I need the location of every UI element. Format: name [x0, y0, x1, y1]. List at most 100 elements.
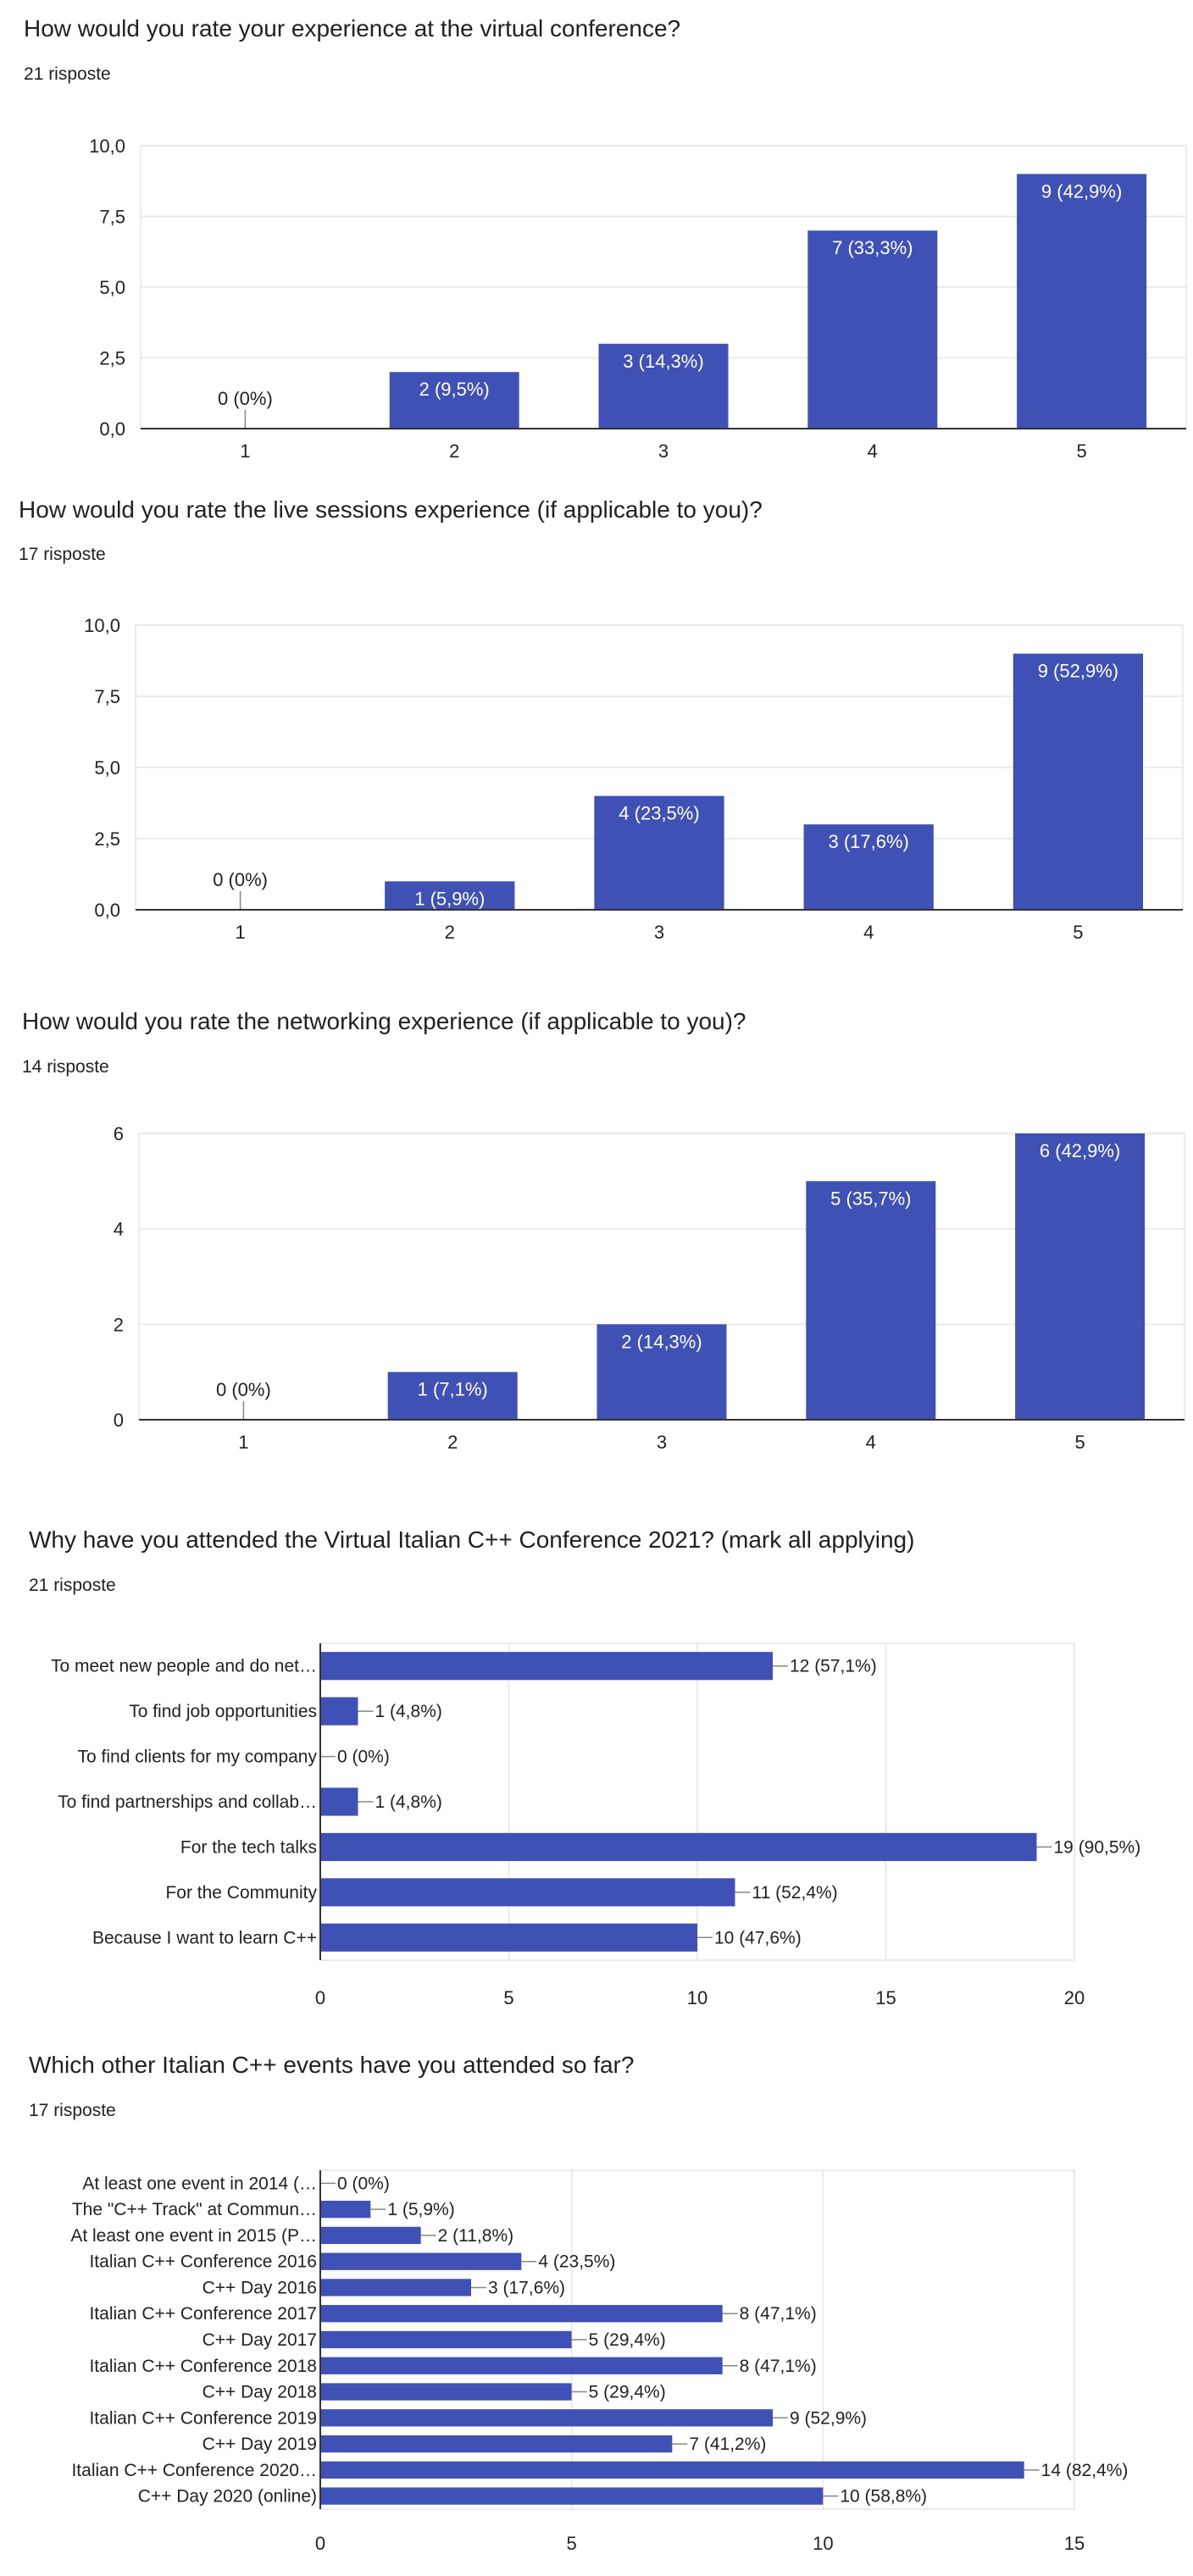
- category-label: Italian C++ Conference 2016: [89, 2252, 317, 2272]
- bar: [596, 1324, 727, 1420]
- bar-chart: 0 2 4 6 0 (0%) 1 1 (7,1%) 2 2 (14,3%) 3 5 (35,7%) 4…: [114, 1123, 1185, 1453]
- x-tick-label: 0: [315, 2533, 325, 2554]
- bar: [320, 1878, 735, 1907]
- data-label: 4 (23,5%): [619, 803, 699, 824]
- category-label: Italian C++ Conference 2020…: [71, 2461, 317, 2480]
- bar: [387, 1371, 518, 1420]
- bar: [320, 2409, 773, 2427]
- y-tick-label: 4: [114, 1219, 124, 1240]
- data-label: 5 (35,7%): [830, 1188, 911, 1209]
- question-title: How would you rate the live sessions exp…: [19, 496, 763, 523]
- x-tick-label: 4: [868, 440, 878, 462]
- x-tick-label: 1: [240, 440, 250, 462]
- bar-chart: 0 5 10 15 20 To meet new people and do net… 12…: [51, 1643, 1141, 2008]
- bar: [1017, 174, 1147, 429]
- bar-chart: 0,0 2,5 5,0 7,5 10,0 0 (0%) 1 1 (5,9%) 2 4 (23,5%…: [84, 615, 1184, 943]
- bar: [320, 1923, 697, 1952]
- bar: [320, 2226, 421, 2245]
- category-label: For the Community: [165, 1883, 317, 1903]
- x-tick-label: 10: [687, 1987, 707, 2008]
- y-tick-label: 2,5: [99, 348, 125, 369]
- y-tick-label: 7,5: [99, 207, 125, 228]
- x-tick-label: 5: [1076, 440, 1086, 462]
- bar: [320, 1697, 358, 1726]
- data-label: 2 (11,8%): [438, 2226, 514, 2246]
- data-label: 10 (58,8%): [840, 2487, 927, 2507]
- category-label: C++ Day 2016: [203, 2278, 317, 2297]
- y-tick-label: 0: [114, 1410, 124, 1431]
- bar: [320, 2435, 673, 2453]
- data-label: 1 (7,1%): [418, 1379, 488, 1400]
- category-label: Italian C++ Conference 2017: [89, 2304, 317, 2324]
- category-label: Because I want to learn C++: [92, 1928, 317, 1947]
- category-label: To meet new people and do net…: [51, 1657, 317, 1676]
- data-label: 7 (41,2%): [689, 2435, 766, 2454]
- x-tick-label: 1: [238, 1432, 248, 1453]
- category-label: At least one event in 2015 (P…: [70, 2226, 317, 2246]
- bar: [320, 2383, 572, 2401]
- x-tick-label: 0: [315, 1987, 325, 2008]
- data-label: 19 (90,5%): [1054, 1837, 1141, 1857]
- y-tick-label: 2,5: [94, 828, 120, 850]
- y-tick-label: 7,5: [94, 686, 120, 707]
- data-label: 7 (33,3%): [832, 237, 913, 258]
- response-count: 14 risposte: [22, 1057, 109, 1077]
- bar: [320, 2201, 371, 2219]
- bar: [320, 1652, 773, 1681]
- bar: [806, 1181, 936, 1420]
- category-label: The "C++ Track" at Commun…: [72, 2200, 317, 2219]
- x-tick-label: 5: [567, 2533, 577, 2554]
- x-tick-label: 2: [445, 922, 455, 943]
- bar: [320, 2279, 471, 2296]
- y-tick-label: 6: [114, 1123, 124, 1144]
- bar: [320, 2357, 723, 2374]
- question-title: Why have you attended the Virtual Italia…: [29, 1526, 915, 1553]
- data-label: 9 (52,9%): [1038, 661, 1118, 682]
- x-tick-label: 5: [503, 1987, 513, 2008]
- data-label: 5 (29,4%): [589, 2330, 666, 2350]
- category-label: To find clients for my company: [78, 1748, 318, 1767]
- data-label: 0 (0%): [218, 388, 273, 409]
- question-title: How would you rate your experience at th…: [24, 15, 681, 42]
- y-tick-label: 10,0: [89, 136, 125, 157]
- data-label: 1 (5,9%): [387, 2200, 454, 2219]
- x-tick-label: 4: [866, 1432, 876, 1453]
- category-label: Italian C++ Conference 2019: [89, 2408, 317, 2428]
- data-label: 0 (0%): [213, 869, 268, 890]
- category-label: To find partnerships and collab…: [58, 1792, 317, 1812]
- y-tick-label: 5,0: [94, 757, 120, 778]
- x-tick-label: 5: [1073, 922, 1083, 943]
- category-label: Italian C++ Conference 2018: [89, 2357, 317, 2376]
- data-label: 12 (57,1%): [790, 1657, 877, 1676]
- bar: [320, 2487, 824, 2505]
- data-label: 0 (0%): [337, 1748, 390, 1767]
- data-label: 5 (29,4%): [589, 2383, 666, 2402]
- data-label: 8 (47,1%): [740, 2304, 817, 2324]
- y-tick-label: 5,0: [99, 277, 125, 298]
- bar-chart: 0 5 10 15 At least one event in 2014 (… 0 (0%…: [70, 2169, 1129, 2554]
- bar: [320, 1832, 1037, 1861]
- bar: [320, 2252, 522, 2270]
- question-title: Which other Italian C++ events have you …: [29, 2052, 635, 2078]
- data-label: 4 (23,5%): [538, 2252, 615, 2272]
- data-label: 1 (5,9%): [414, 888, 485, 909]
- data-label: 9 (42,9%): [1041, 180, 1122, 202]
- data-label: 1 (4,8%): [375, 1702, 442, 1721]
- x-tick-label: 1: [235, 922, 245, 943]
- data-label: 3 (14,3%): [623, 351, 703, 372]
- x-tick-label: 2: [447, 1432, 458, 1453]
- data-label: 0 (0%): [337, 2174, 390, 2193]
- data-label: 1 (4,8%): [375, 1792, 442, 1812]
- data-label: 9 (52,9%): [790, 2408, 867, 2428]
- data-label: 14 (82,4%): [1041, 2461, 1129, 2480]
- x-tick-label: 3: [657, 1432, 667, 1453]
- bar: [320, 2461, 1024, 2479]
- response-count: 21 risposte: [24, 64, 111, 84]
- bar: [320, 2305, 723, 2323]
- bar: [594, 795, 724, 910]
- category-label: C++ Day 2017: [203, 2330, 317, 2350]
- x-tick-label: 15: [1064, 2533, 1085, 2554]
- x-tick-label: 3: [658, 440, 669, 462]
- category-label: C++ Day 2018: [203, 2383, 317, 2402]
- response-count: 17 risposte: [19, 545, 106, 564]
